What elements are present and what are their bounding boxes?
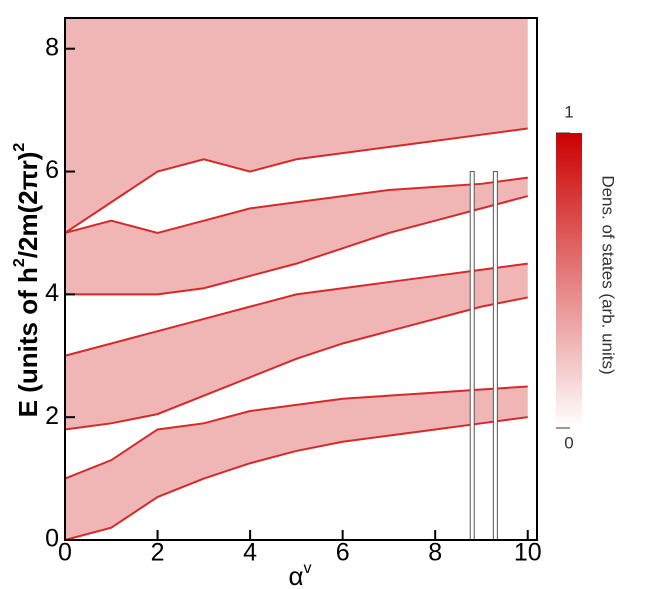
- band-edge: [64, 296, 528, 431]
- x-tick-label: 4: [243, 539, 257, 567]
- marker-bar: [469, 171, 475, 541]
- y-tick-label: 6: [45, 156, 59, 184]
- x-axis-label: αv: [288, 560, 311, 589]
- y-label-part: r): [13, 152, 43, 171]
- x-tick-label: 2: [151, 539, 165, 567]
- y-label-part: /2m(2: [13, 190, 43, 258]
- x-label-base: α: [288, 561, 303, 589]
- band-edge: [64, 385, 528, 480]
- band-area: [65, 263, 528, 430]
- band-area: [65, 177, 528, 295]
- colorbar-tick-label: 1: [564, 102, 573, 121]
- marker-bar: [492, 171, 498, 541]
- plot-frame: [64, 17, 538, 541]
- band-area: [65, 386, 528, 540]
- y-label-sup: 2: [11, 143, 28, 152]
- y-label-part: π: [13, 170, 43, 190]
- band-edge: [64, 127, 528, 234]
- colorbar: [556, 133, 582, 428]
- y-tick-label: 0: [45, 525, 59, 553]
- band-edge: [64, 176, 528, 234]
- band-area: [65, 18, 528, 233]
- colorbar-tick-label: 0: [564, 433, 573, 452]
- band-edge: [64, 262, 528, 357]
- colorbar-title: Dens. of states (arb. units): [599, 175, 618, 374]
- x-tick-label: 10: [514, 539, 542, 567]
- band-edge: [64, 416, 528, 541]
- y-label-part: E (units of h: [13, 267, 43, 417]
- y-tick-label: 2: [45, 402, 59, 430]
- x-tick-label: 6: [336, 539, 350, 567]
- y-tick-label: 4: [45, 279, 59, 307]
- y-tick-label: 8: [45, 33, 59, 61]
- x-tick-label: 8: [428, 539, 442, 567]
- y-label-sup: 2: [11, 258, 28, 267]
- x-tick-label: 0: [58, 539, 72, 567]
- band-edge: [65, 195, 529, 296]
- x-label-sup: v: [304, 560, 312, 577]
- y-axis-label: E (units of h2/2m(2πr)2: [11, 143, 43, 418]
